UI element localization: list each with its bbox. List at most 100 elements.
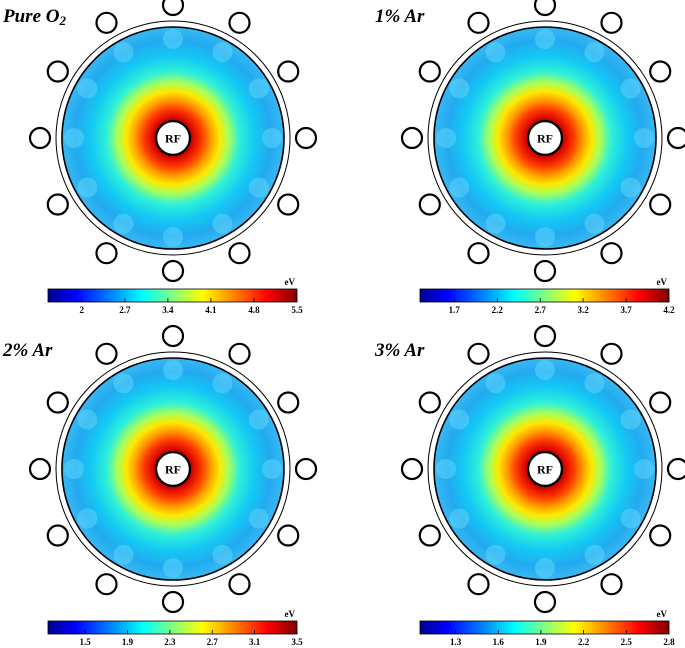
chamber-wall [433, 26, 657, 250]
wall-spot [449, 409, 470, 430]
wall-spot [64, 128, 84, 148]
coil-circle-icon [649, 391, 672, 414]
wall-spot [449, 78, 470, 99]
coil-circle-icon [666, 126, 685, 150]
rf-source-icon [154, 119, 192, 157]
wall-spot [535, 360, 555, 380]
colorbar-tick-label: 2.3 [164, 637, 176, 647]
coil-circle-icon [418, 60, 441, 83]
coil-circle-icon [46, 391, 69, 414]
wall-spot [113, 544, 134, 565]
wall-spot [248, 177, 269, 198]
panel-title: 3% Ar [374, 340, 425, 361]
coil-circle-icon [46, 60, 69, 83]
coil-circle-icon [95, 342, 118, 365]
coil-circle-icon [228, 573, 251, 596]
panel-3: 2% Ar RF eV 1.5 1.9 2.3 2.7 3.1 3.5 [2, 324, 318, 647]
rf-label: RF [537, 463, 553, 477]
colorbar-tick-label: 1.7 [449, 305, 461, 315]
coil-circle-icon [277, 391, 300, 414]
colorbar: eV 1.3 1.6 1.9 2.2 2.5 2.8 [419, 609, 675, 647]
coil-circle-icon [95, 242, 118, 265]
colorbar: eV 2 2.7 3.4 4.1 4.8 5.5 [47, 277, 303, 315]
colorbar-tick-label: 2.2 [492, 305, 504, 315]
vessel-wall [55, 351, 291, 587]
coil-circle-icon [95, 11, 118, 34]
colorbar-tick-label: 2.5 [621, 637, 633, 647]
coil-circle-icon [277, 60, 300, 83]
chamber-wall [61, 26, 285, 250]
wall-spot [584, 373, 605, 394]
panel-title: 2% Ar [2, 340, 53, 361]
colorbar-tick-label: 3.5 [291, 637, 303, 647]
coil-circle-icon [467, 573, 490, 596]
wall-spot [262, 128, 282, 148]
wall-spot [248, 78, 269, 99]
panel-2: 1% Ar RF eV 1.7 2.2 2.7 3.2 3.7 4.2 [375, 0, 685, 315]
coil-circle-icon [467, 11, 490, 34]
wall-spot [634, 128, 654, 148]
wall-spot [163, 558, 183, 578]
wall-spot [436, 459, 456, 479]
coil-circle-icon [46, 193, 69, 216]
colorbar: eV 1.5 1.9 2.3 2.7 3.1 3.5 [47, 609, 303, 647]
coil-circle-icon [666, 457, 685, 481]
colorbar-unit: eV [285, 277, 296, 287]
colorbar-unit: eV [657, 277, 668, 287]
panel-title: 1% Ar [375, 6, 425, 27]
panel-title-text: 3% Ar [374, 340, 425, 361]
colorbar-gradient [47, 620, 298, 635]
colorbar-tick-label: 3.7 [620, 305, 632, 315]
colorbar-gradient [419, 288, 670, 303]
coil-circle-icon [400, 126, 424, 150]
colorbar-tick-label: 1.5 [79, 637, 91, 647]
coil-circle-icon [467, 342, 490, 365]
wall-spot [212, 544, 233, 565]
colorbar-tick-label: 5.5 [291, 305, 303, 315]
wall-spot [485, 544, 506, 565]
wall-spot [485, 373, 506, 394]
colorbar-tick-label: 1.9 [122, 637, 134, 647]
vessel-wall [427, 20, 663, 256]
wall-spot [535, 558, 555, 578]
colorbar-unit: eV [285, 609, 296, 619]
wall-spot [163, 360, 183, 380]
coil-circle-icon [649, 193, 672, 216]
wall-spot [436, 128, 456, 148]
colorbar-tick-label: 3.2 [577, 305, 589, 315]
wall-spot [77, 78, 98, 99]
panel-title-text: 2% Ar [2, 340, 53, 361]
wall-spot [584, 544, 605, 565]
wall-spot [449, 177, 470, 198]
coil-circle-icon [600, 573, 623, 596]
colorbar-tick-label: 2.8 [663, 637, 675, 647]
wall-spot [77, 177, 98, 198]
coil-circle-icon [161, 324, 185, 348]
coil-circle-icon [418, 524, 441, 547]
rf-label: RF [165, 132, 181, 146]
coil-circle-icon [294, 457, 318, 481]
wall-spot [620, 508, 641, 529]
wall-spot [163, 29, 183, 49]
vessel-wall [427, 351, 663, 587]
wall-spot [113, 213, 134, 234]
wall-spot [620, 78, 641, 99]
coil-circle-icon [418, 193, 441, 216]
wall-spot [113, 373, 134, 394]
wall-spot [535, 29, 555, 49]
panel-title: Pure O2 [2, 6, 66, 28]
colorbar-tick-label: 2 [80, 305, 85, 315]
colorbar-tick-label: 1.9 [535, 637, 547, 647]
coil-circle-icon [28, 126, 52, 150]
colorbar-gradient [419, 620, 670, 635]
wall-spot [212, 213, 233, 234]
rf-source-icon [154, 450, 192, 488]
colorbar-gradient [47, 288, 298, 303]
coil-circle-icon [228, 342, 251, 365]
colorbar-tick-label: 1.6 [493, 637, 505, 647]
colorbar-tick-label: 4.8 [248, 305, 260, 315]
coil-circle-icon [533, 259, 557, 283]
wall-spot [584, 42, 605, 63]
coil-circle-icon [46, 524, 69, 547]
